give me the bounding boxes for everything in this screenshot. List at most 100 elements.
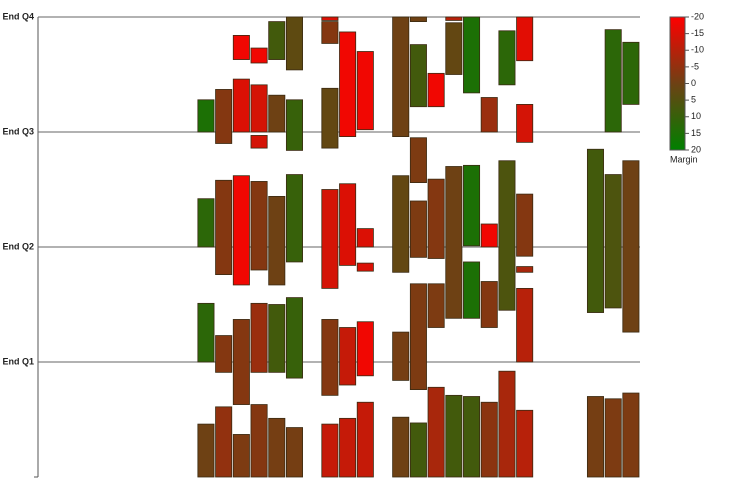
y-tick-label: End Q2 bbox=[2, 241, 34, 251]
bar bbox=[215, 179, 233, 276]
bar bbox=[586, 148, 604, 313]
bar bbox=[215, 335, 233, 373]
bar bbox=[463, 396, 481, 478]
bar bbox=[268, 94, 286, 133]
y-tick-label: End Q1 bbox=[2, 356, 34, 366]
bar bbox=[321, 21, 339, 44]
bar bbox=[516, 266, 534, 273]
bar bbox=[586, 396, 604, 478]
bar bbox=[392, 416, 410, 478]
bar bbox=[392, 16, 410, 137]
bar bbox=[392, 175, 410, 273]
colorbar-tick-label: 15 bbox=[691, 128, 701, 138]
bar bbox=[250, 84, 268, 133]
bar bbox=[622, 160, 640, 333]
bar bbox=[445, 22, 463, 75]
bar bbox=[339, 327, 357, 386]
bar bbox=[480, 223, 498, 248]
bar bbox=[356, 262, 374, 272]
colorbar-tick-label: 20 bbox=[691, 144, 701, 154]
bar bbox=[232, 78, 250, 133]
bar bbox=[356, 51, 374, 131]
bar bbox=[356, 228, 374, 248]
bar bbox=[197, 99, 215, 133]
bar bbox=[321, 189, 339, 289]
bar bbox=[427, 178, 445, 259]
bar bbox=[463, 164, 481, 247]
bar bbox=[250, 47, 268, 64]
bar bbox=[498, 160, 516, 311]
bar bbox=[516, 193, 534, 257]
bar bbox=[516, 287, 534, 363]
bar bbox=[232, 35, 250, 60]
bar bbox=[197, 423, 215, 478]
bar bbox=[480, 281, 498, 328]
y-tick-label: End Q4 bbox=[2, 11, 34, 21]
bar bbox=[268, 417, 286, 478]
bar bbox=[498, 370, 516, 478]
bar bbox=[427, 283, 445, 328]
colorbar-tick-label: -10 bbox=[691, 45, 704, 55]
bar bbox=[232, 175, 250, 286]
bar bbox=[480, 401, 498, 478]
bar bbox=[356, 321, 374, 377]
bar bbox=[356, 401, 374, 478]
bar bbox=[232, 319, 250, 405]
bar bbox=[445, 394, 463, 478]
bar bbox=[268, 304, 286, 373]
colorbar-tick-label: 0 bbox=[691, 78, 696, 88]
bar bbox=[250, 404, 268, 478]
bar bbox=[445, 16, 463, 21]
bar bbox=[339, 183, 357, 266]
bar bbox=[445, 166, 463, 319]
y-tick-label: End Q3 bbox=[2, 126, 34, 136]
bar bbox=[197, 198, 215, 248]
bar bbox=[498, 30, 516, 86]
bar bbox=[197, 302, 215, 363]
bar bbox=[409, 44, 427, 108]
bar bbox=[409, 16, 427, 22]
colorbar-tick-label: 10 bbox=[691, 111, 701, 121]
colorbar-tick-label: -15 bbox=[691, 28, 704, 38]
bar bbox=[427, 72, 445, 108]
bar bbox=[463, 261, 481, 319]
bar bbox=[285, 16, 303, 71]
bar bbox=[321, 87, 339, 149]
bar bbox=[285, 297, 303, 379]
bar bbox=[250, 135, 268, 149]
bar bbox=[285, 427, 303, 478]
colorbar-tick-label: -5 bbox=[691, 61, 699, 71]
bar bbox=[516, 104, 534, 143]
bar bbox=[604, 29, 622, 133]
bar bbox=[480, 97, 498, 133]
bar bbox=[321, 423, 339, 478]
bar bbox=[321, 16, 339, 21]
colorbar-label: Margin bbox=[670, 154, 698, 164]
bar bbox=[215, 406, 233, 478]
bar bbox=[215, 89, 233, 144]
bar bbox=[268, 21, 286, 60]
bar bbox=[463, 16, 481, 94]
bar bbox=[268, 195, 286, 286]
colorbar-tick-label: 5 bbox=[691, 95, 696, 105]
bar bbox=[622, 41, 640, 105]
bar bbox=[409, 200, 427, 258]
bar bbox=[232, 434, 250, 478]
colorbar bbox=[669, 16, 686, 151]
colorbar-tick-label: -20 bbox=[691, 11, 704, 21]
bar bbox=[250, 181, 268, 271]
bar bbox=[622, 392, 640, 478]
bar bbox=[339, 417, 357, 478]
bar bbox=[339, 31, 357, 138]
bar bbox=[409, 422, 427, 478]
bar bbox=[604, 398, 622, 478]
bar bbox=[427, 386, 445, 478]
bar bbox=[409, 137, 427, 183]
bar bbox=[409, 283, 427, 390]
bar bbox=[604, 174, 622, 309]
bar bbox=[285, 99, 303, 151]
bar bbox=[321, 319, 339, 396]
bar bbox=[392, 331, 410, 381]
